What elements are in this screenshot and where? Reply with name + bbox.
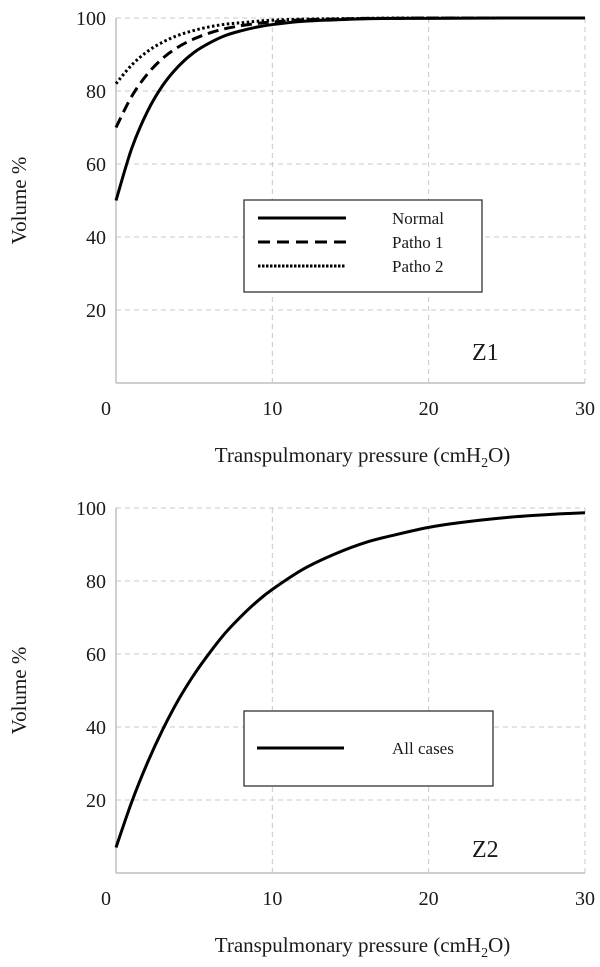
x-tick-label: 10 [262, 888, 282, 910]
x-axis-label: Transpulmonary pressure (cmH2O) [215, 933, 511, 961]
x-tick-label: 10 [262, 398, 282, 420]
y-tick-label: 80 [86, 81, 106, 103]
y-tick-label: 20 [86, 790, 106, 812]
series-line-all-cases [114, 511, 586, 848]
series-line-normal [114, 16, 586, 201]
legend-label: All cases [392, 739, 454, 758]
panel-label: Z1 [472, 340, 499, 366]
y-tick-label: 100 [76, 498, 106, 520]
y-axis-label: Volume % [7, 647, 31, 735]
x-tick-label: 20 [419, 888, 439, 910]
y-tick-label: 60 [86, 644, 106, 666]
legend-box [243, 199, 483, 293]
legend-label: Patho 1 [392, 233, 443, 252]
legend: Normal Patho 1 Patho 2 [243, 199, 483, 293]
x-tick-label: 0 [101, 398, 111, 420]
y-tick-label: 60 [86, 154, 106, 176]
x-tick-label: 30 [575, 888, 595, 910]
x-tick-label: 20 [419, 398, 439, 420]
y-tick-label: 80 [86, 571, 106, 593]
chart-panel-z1: 20 40 60 80 100 0 10 20 30 Transpulmonary pressur… [7, 8, 595, 471]
series-line-patho-1 [114, 16, 585, 129]
y-axis-label: Volume % [7, 157, 31, 245]
x-tick-label: 30 [575, 398, 595, 420]
legend: All cases [243, 710, 494, 787]
series-line-patho-2 [114, 16, 585, 85]
x-axis-label: Transpulmonary pressure (cmH2O) [215, 443, 511, 471]
legend-label: Patho 2 [392, 257, 443, 276]
y-tick-label: 40 [86, 227, 106, 249]
chart-panel-z2: 20 40 60 80 100 0 10 20 30 Transpulmonary pressur… [7, 498, 595, 961]
panel-label: Z2 [472, 837, 499, 863]
legend-label: Normal [392, 209, 444, 228]
y-tick-label: 100 [76, 8, 106, 30]
y-tick-label: 20 [86, 300, 106, 322]
y-tick-label: 40 [86, 717, 106, 739]
x-tick-label: 0 [101, 888, 111, 910]
